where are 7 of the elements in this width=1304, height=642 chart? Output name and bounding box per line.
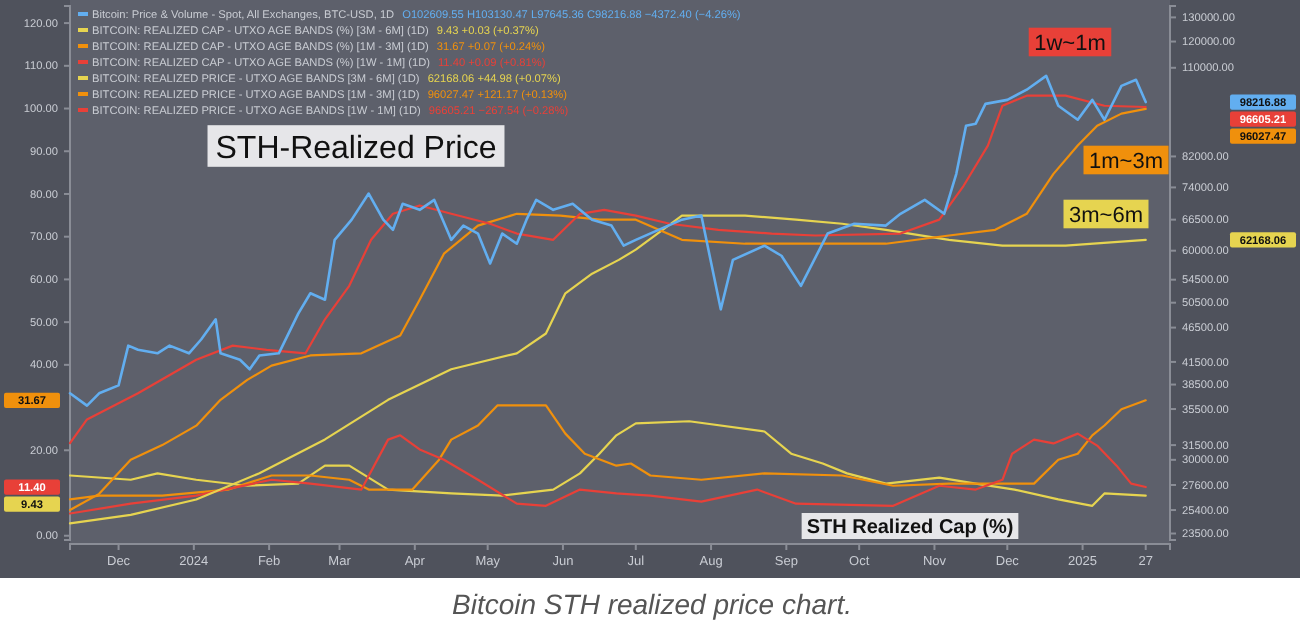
text: Bitcoin STH realized price chart. bbox=[452, 588, 852, 620]
text: STH Realized Cap (%) bbox=[806, 517, 1014, 540]
annotation: 1m~3m bbox=[1089, 149, 1163, 174]
text: STH-Realized Price bbox=[215, 131, 497, 166]
annotation: 1w~1m bbox=[1034, 31, 1106, 56]
line-series bbox=[68, 432, 1147, 515]
annotation: 3m~6m bbox=[1069, 203, 1143, 228]
